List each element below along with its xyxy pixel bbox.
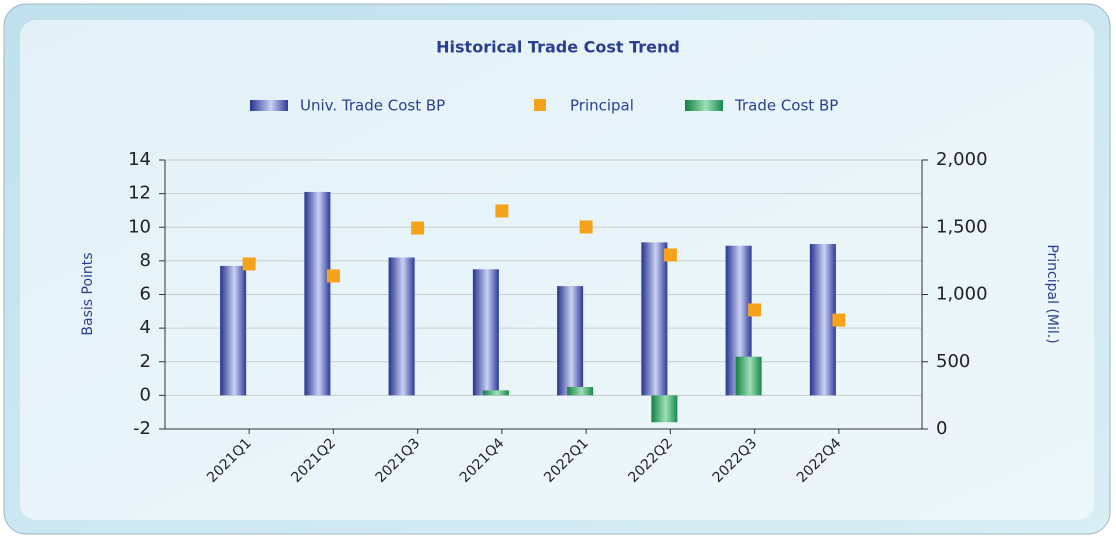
y2-tick-label: 500 [936, 351, 970, 372]
bar [482, 390, 509, 396]
legend-swatch [250, 100, 288, 111]
marker [579, 220, 593, 234]
marker [411, 221, 425, 235]
y-tick-label: -2 [133, 418, 151, 439]
bar [651, 395, 678, 423]
y-tick-label: 2 [140, 351, 151, 372]
chart-title: Historical Trade Cost Trend [436, 38, 680, 57]
y-tick-label: 0 [140, 384, 151, 405]
legend-label: Univ. Trade Cost BP [300, 97, 445, 115]
legend-label: Trade Cost BP [734, 97, 838, 115]
bar [304, 191, 331, 396]
y2-tick-label: 1,500 [936, 216, 988, 237]
marker [242, 257, 256, 271]
bar [388, 257, 415, 396]
marker [326, 269, 340, 283]
y-tick-label: 6 [140, 284, 151, 305]
y2-tick-label: 1,000 [936, 284, 988, 305]
marker [663, 248, 677, 262]
marker [748, 303, 762, 317]
legend-swatch [534, 99, 546, 111]
bar [735, 356, 762, 396]
legend-label: Principal [570, 97, 634, 115]
y-tick-label: 12 [128, 183, 151, 204]
legend-swatch [685, 100, 723, 111]
bar [567, 386, 594, 396]
bar [472, 269, 499, 396]
bar [809, 244, 836, 396]
y-tick-label: 10 [128, 216, 151, 237]
bar [557, 286, 584, 396]
y-tick-label: 4 [140, 317, 151, 338]
y-tick-label: 8 [140, 250, 151, 271]
y2-tick-label: 0 [936, 418, 947, 439]
y2-axis-label: Principal (Mil.) [1044, 244, 1060, 343]
marker [495, 204, 509, 218]
bar [220, 265, 247, 396]
marker [832, 313, 846, 327]
bar [641, 242, 668, 396]
y-tick-label: 14 [128, 149, 151, 170]
panel [20, 20, 1094, 520]
y-axis-label: Basis Points [80, 252, 96, 335]
y2-tick-label: 2,000 [936, 149, 988, 170]
